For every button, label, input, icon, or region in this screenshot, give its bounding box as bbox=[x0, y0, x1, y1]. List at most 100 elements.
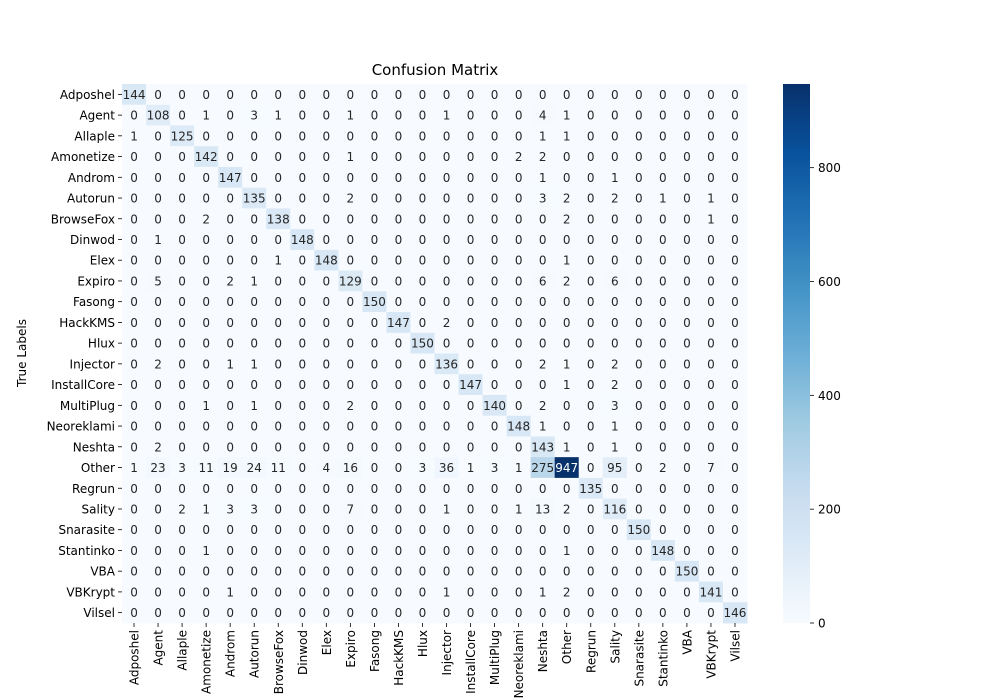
heatmap-cell bbox=[554, 84, 580, 106]
cell-value-label: 0 bbox=[659, 274, 667, 288]
y-tick-label: Expiro bbox=[77, 274, 115, 288]
heatmap-cell bbox=[242, 560, 267, 583]
heatmap-cell bbox=[242, 498, 267, 520]
heatmap-cell bbox=[530, 208, 556, 230]
x-tick-label: Sality bbox=[608, 630, 622, 663]
cell-value-label: 0 bbox=[395, 585, 403, 599]
heatmap-cell bbox=[530, 457, 556, 479]
cell-value-label: 0 bbox=[395, 274, 403, 288]
heatmap-cell bbox=[122, 208, 147, 230]
cell-value-label: 0 bbox=[539, 482, 547, 496]
heatmap-cell bbox=[434, 312, 460, 334]
cell-value-label: 140 bbox=[483, 399, 506, 413]
cell-value-label: 0 bbox=[563, 150, 571, 164]
cell-value-label: 0 bbox=[659, 482, 667, 496]
cell-value-label: 1 bbox=[539, 171, 547, 185]
cell-value-label: 0 bbox=[635, 502, 643, 516]
cell-value-label: 0 bbox=[491, 523, 499, 537]
cell-value-label: 0 bbox=[226, 295, 234, 309]
heatmap-cell bbox=[530, 498, 556, 520]
heatmap-cell bbox=[194, 125, 219, 147]
heatmap-cell bbox=[242, 229, 267, 251]
heatmap-cell bbox=[626, 270, 652, 292]
cell-value-label: 0 bbox=[226, 129, 234, 143]
heatmap-cell bbox=[626, 436, 652, 458]
cell-value-label: 0 bbox=[707, 378, 715, 392]
heatmap-cell bbox=[242, 540, 267, 562]
cell-value-label: 0 bbox=[683, 502, 691, 516]
heatmap-cell bbox=[506, 146, 532, 168]
cell-value-label: 0 bbox=[178, 337, 186, 351]
cell-value-label: 0 bbox=[443, 544, 451, 558]
heatmap-cell bbox=[122, 415, 147, 437]
heatmap-cell bbox=[434, 560, 460, 583]
heatmap-cell bbox=[266, 125, 291, 147]
heatmap-cell bbox=[506, 498, 532, 520]
cell-value-label: 0 bbox=[178, 565, 186, 579]
heatmap-cell bbox=[386, 291, 411, 313]
heatmap-cell bbox=[146, 146, 171, 168]
cell-value-label: 0 bbox=[395, 606, 403, 620]
colorbar-tick-label: 800 bbox=[818, 161, 841, 175]
heatmap-cell bbox=[698, 312, 724, 334]
cell-value-label: 1 bbox=[202, 544, 210, 558]
cell-value-label: 0 bbox=[298, 378, 306, 392]
heatmap-cell bbox=[386, 312, 411, 334]
cell-value-label: 148 bbox=[315, 254, 338, 268]
cell-value-label: 1 bbox=[563, 440, 571, 454]
cell-value-label: 0 bbox=[515, 192, 523, 206]
heatmap-cell bbox=[506, 187, 532, 209]
cell-value-label: 0 bbox=[683, 295, 691, 309]
heatmap-cell bbox=[242, 602, 267, 624]
heatmap-cell bbox=[242, 436, 267, 458]
cell-value-label: 0 bbox=[635, 461, 643, 475]
heatmap-cell bbox=[362, 581, 387, 603]
cell-value-label: 0 bbox=[323, 109, 331, 123]
cell-value-label: 0 bbox=[395, 357, 403, 371]
cell-value-label: 0 bbox=[274, 378, 282, 392]
cell-value-label: 0 bbox=[395, 88, 403, 102]
cell-value-label: 0 bbox=[731, 523, 739, 537]
cell-value-label: 0 bbox=[154, 606, 162, 620]
cell-value-label: 0 bbox=[395, 565, 403, 579]
heatmap-cell bbox=[362, 519, 387, 541]
heatmap-cell bbox=[602, 332, 628, 354]
heatmap-cell bbox=[386, 166, 411, 189]
heatmap-cell bbox=[290, 457, 315, 479]
heatmap-cell bbox=[338, 602, 363, 624]
heatmap-cell bbox=[314, 249, 339, 272]
heatmap-cell bbox=[482, 540, 508, 562]
heatmap-cell bbox=[698, 125, 724, 147]
heatmap-cell bbox=[218, 374, 243, 396]
heatmap-cell bbox=[170, 353, 195, 375]
heatmap-cell bbox=[170, 560, 195, 583]
heatmap-cell bbox=[578, 436, 604, 458]
heatmap-cell bbox=[290, 229, 315, 251]
cell-value-label: 3 bbox=[539, 192, 547, 206]
cell-value-label: 0 bbox=[491, 585, 499, 599]
cell-value-label: 4 bbox=[323, 461, 331, 475]
cell-value-label: 0 bbox=[347, 544, 355, 558]
heatmap-cell bbox=[674, 540, 700, 562]
y-tick-label: Regrun bbox=[72, 482, 115, 496]
heatmap-cell bbox=[722, 229, 748, 251]
cell-value-label: 1 bbox=[563, 254, 571, 268]
heatmap-cell bbox=[290, 581, 315, 603]
heatmap-cell bbox=[650, 125, 676, 147]
cell-value-label: 0 bbox=[130, 523, 138, 537]
cell-value-label: 0 bbox=[467, 233, 475, 247]
cell-value-label: 0 bbox=[371, 523, 379, 537]
heatmap-cell bbox=[626, 415, 652, 437]
heatmap-cell bbox=[578, 457, 604, 479]
heatmap-cell bbox=[266, 249, 291, 272]
cell-value-label: 0 bbox=[659, 378, 667, 392]
cell-value-label: 0 bbox=[587, 171, 595, 185]
heatmap-cell bbox=[386, 229, 411, 251]
cell-value-label: 1 bbox=[467, 461, 475, 475]
heatmap-cell bbox=[554, 229, 580, 251]
heatmap-cell bbox=[482, 519, 508, 541]
heatmap-cell bbox=[338, 498, 363, 520]
cell-value-label: 0 bbox=[683, 482, 691, 496]
cell-value-label: 0 bbox=[587, 150, 595, 164]
cell-value-label: 0 bbox=[491, 150, 499, 164]
